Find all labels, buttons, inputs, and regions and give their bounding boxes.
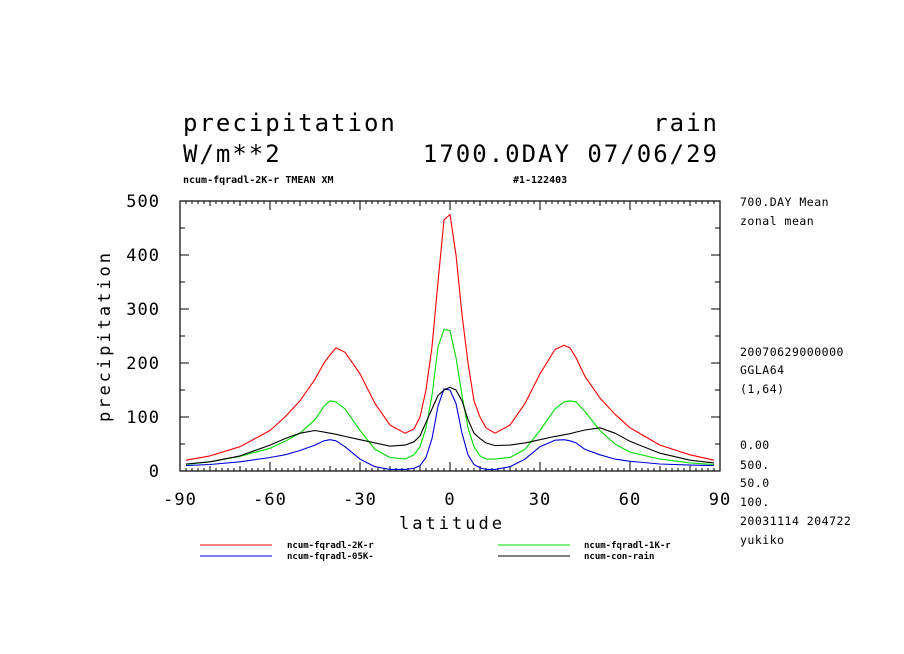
legend-entry-0: ncum-fqradl-2K-r bbox=[287, 541, 374, 551]
y-axis-label: precipitation bbox=[95, 250, 115, 422]
info-line: 50.0 bbox=[740, 476, 770, 490]
series-line-2 bbox=[185, 388, 715, 470]
plot-frame bbox=[179, 200, 721, 472]
legend-entry-2: ncum-fqradl-05K- bbox=[287, 552, 374, 562]
y-tick-label: 0 bbox=[149, 462, 160, 482]
x-tick-labels: -90 -60 -30 0 30 60 90 bbox=[163, 490, 731, 510]
info-line: yukiko bbox=[740, 533, 785, 547]
info-line: 700.DAY Mean bbox=[740, 195, 829, 209]
run-id: #1-122403 bbox=[513, 175, 567, 186]
info-line: 20031114 204722 bbox=[740, 514, 851, 528]
info-line: zonal mean bbox=[740, 214, 814, 228]
legend: ncum-fqradl-2K-r ncum-fqradl-1K-r ncum-f… bbox=[200, 541, 671, 562]
series-line-1 bbox=[185, 328, 715, 466]
legend-entry-3: ncum-con-rain bbox=[584, 551, 654, 562]
legend-entry-1: ncum-fqradl-1K-r bbox=[584, 541, 671, 551]
y-tick-label: 400 bbox=[126, 246, 160, 266]
y-tick-label: 100 bbox=[126, 408, 160, 428]
x-tick-label: -30 bbox=[343, 490, 377, 510]
y-tick-label: 200 bbox=[126, 354, 160, 374]
time-label: 1700.0DAY 07/06/29 bbox=[423, 140, 719, 168]
chart-variable: rain bbox=[653, 109, 719, 137]
y-tick-labels: 0 100 200 300 400 500 bbox=[126, 192, 160, 482]
series-line-0 bbox=[185, 213, 715, 461]
x-tick-label: 90 bbox=[709, 490, 731, 510]
info-line: 0.00 bbox=[740, 438, 770, 452]
run-label: ncum-fqradl-2K-r TMEAN XM bbox=[183, 175, 334, 186]
x-tick-label: -90 bbox=[163, 490, 197, 510]
y-tick-label: 500 bbox=[126, 192, 160, 212]
series-line-3 bbox=[185, 386, 715, 465]
info-mid: 20070629000000 GGLA64 (1,64) bbox=[740, 345, 844, 396]
info-line: GGLA64 bbox=[740, 363, 785, 377]
info-bottom: 0.00 500. 50.0 100. 20031114 204722 yuki… bbox=[740, 438, 851, 547]
info-top: 700.DAY Mean zonal mean bbox=[740, 195, 829, 228]
axis-ticks bbox=[179, 200, 721, 472]
info-line: (1,64) bbox=[740, 382, 785, 396]
x-tick-label: 60 bbox=[619, 490, 641, 510]
x-axis-label: latitude bbox=[399, 514, 505, 534]
series-lines bbox=[185, 213, 715, 470]
info-line: 100. bbox=[740, 495, 770, 509]
x-tick-label: -60 bbox=[253, 490, 287, 510]
x-tick-label: 30 bbox=[529, 490, 551, 510]
info-line: 500. bbox=[740, 458, 770, 472]
y-tick-label: 300 bbox=[126, 300, 160, 320]
info-line: 20070629000000 bbox=[740, 345, 844, 359]
chart-title: precipitation bbox=[183, 109, 397, 137]
x-tick-label: 0 bbox=[444, 490, 455, 510]
units-label: W/m**2 bbox=[183, 140, 282, 168]
